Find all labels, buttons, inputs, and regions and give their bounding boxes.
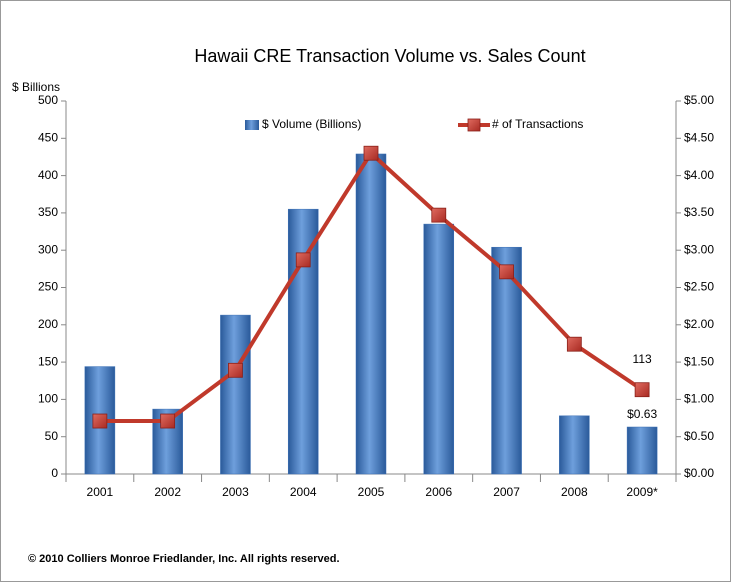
bar — [626, 426, 658, 475]
x-tick-label: 2002 — [154, 485, 181, 499]
bar — [220, 314, 251, 475]
x-tick-label: 2007 — [493, 485, 520, 499]
marker — [431, 207, 447, 223]
y-axis-label: $ Billions — [12, 80, 60, 94]
y2-tick-label: $1.00 — [684, 392, 714, 406]
bar — [423, 223, 455, 475]
y2-tick-label: $0.00 — [684, 466, 714, 480]
footer: © 2010 Colliers Monroe Friedlander, Inc.… — [28, 553, 340, 565]
marker — [295, 252, 311, 268]
marker — [566, 336, 582, 352]
y2-tick-label: $3.50 — [684, 205, 714, 219]
line-value-label: 113 — [633, 352, 652, 366]
x-tick-label: 2001 — [87, 485, 114, 499]
y2-tick-label: $5.00 — [684, 93, 714, 107]
y-tick-label: 50 — [45, 429, 59, 443]
y-tick-label: 100 — [38, 392, 58, 406]
y-tick-label: 250 — [38, 280, 58, 294]
y2-tick-label: $0.50 — [684, 429, 714, 443]
y2-tick-label: $1.50 — [684, 354, 714, 368]
legend-swatch — [467, 118, 481, 132]
x-tick-label: 2006 — [425, 485, 452, 499]
marker — [634, 382, 650, 398]
marker — [228, 362, 243, 378]
y-tick-label: 150 — [38, 354, 58, 368]
y2-tick-label: $2.50 — [684, 280, 714, 294]
bar — [559, 415, 590, 475]
y2-tick-label: $4.00 — [684, 168, 714, 182]
marker — [160, 413, 176, 429]
y-tick-label: 300 — [38, 242, 58, 256]
y-tick-label: 400 — [38, 168, 58, 182]
marker — [499, 264, 514, 280]
legend-label: # of Transactions — [492, 117, 583, 131]
y-tick-label: 500 — [38, 93, 58, 107]
x-tick-label: 2005 — [358, 485, 385, 499]
bar — [287, 208, 319, 475]
x-tick-label: 2004 — [290, 485, 317, 499]
marker — [92, 413, 108, 429]
y2-tick-label: $3.00 — [684, 242, 714, 256]
y-tick-label: 200 — [38, 317, 58, 331]
bar — [355, 153, 387, 475]
marker — [363, 145, 379, 161]
y2-tick-label: $4.50 — [684, 130, 714, 144]
y-tick-label: 0 — [51, 466, 58, 480]
chart-title: Hawaii CRE Transaction Volume vs. Sales … — [194, 46, 585, 66]
y-tick-label: 450 — [38, 130, 58, 144]
y2-tick-label: $2.00 — [684, 317, 714, 331]
y-tick-label: 350 — [38, 205, 58, 219]
x-tick-label: 2008 — [561, 485, 588, 499]
legend-label: $ Volume (Billions) — [262, 117, 361, 131]
x-tick-label: 2009* — [626, 485, 658, 499]
bar-value-label: $0.63 — [627, 407, 657, 421]
x-tick-label: 2003 — [222, 485, 249, 499]
legend-swatch — [245, 120, 259, 130]
